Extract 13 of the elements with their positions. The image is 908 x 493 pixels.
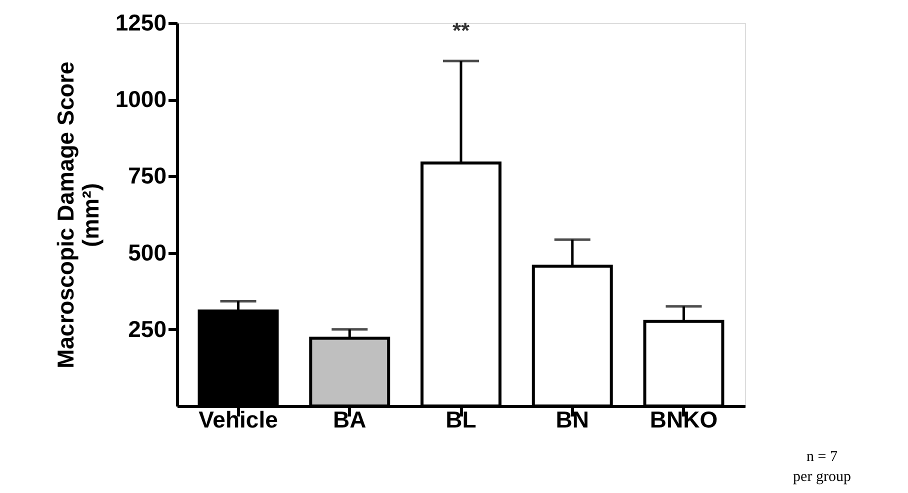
x-tick-label: BN	[556, 406, 589, 432]
y-tick-label: 250	[128, 316, 166, 342]
y-tick-label: 1250	[115, 10, 166, 36]
y-tick-label: 1000	[115, 86, 166, 112]
x-tick-label: BL	[446, 406, 476, 432]
annotation: **	[452, 18, 470, 43]
text: n = 7 per group	[793, 449, 851, 485]
y-tick-label: 500	[128, 239, 166, 266]
x-tick-label: BNKO	[650, 406, 718, 432]
y-tick-label: 750	[128, 162, 166, 189]
x-tick-label: BA	[333, 406, 366, 432]
x-tick-label: Vehicle	[198, 406, 278, 432]
y-axis-title: Macroscopic Damage Score (mm²)	[52, 62, 104, 368]
